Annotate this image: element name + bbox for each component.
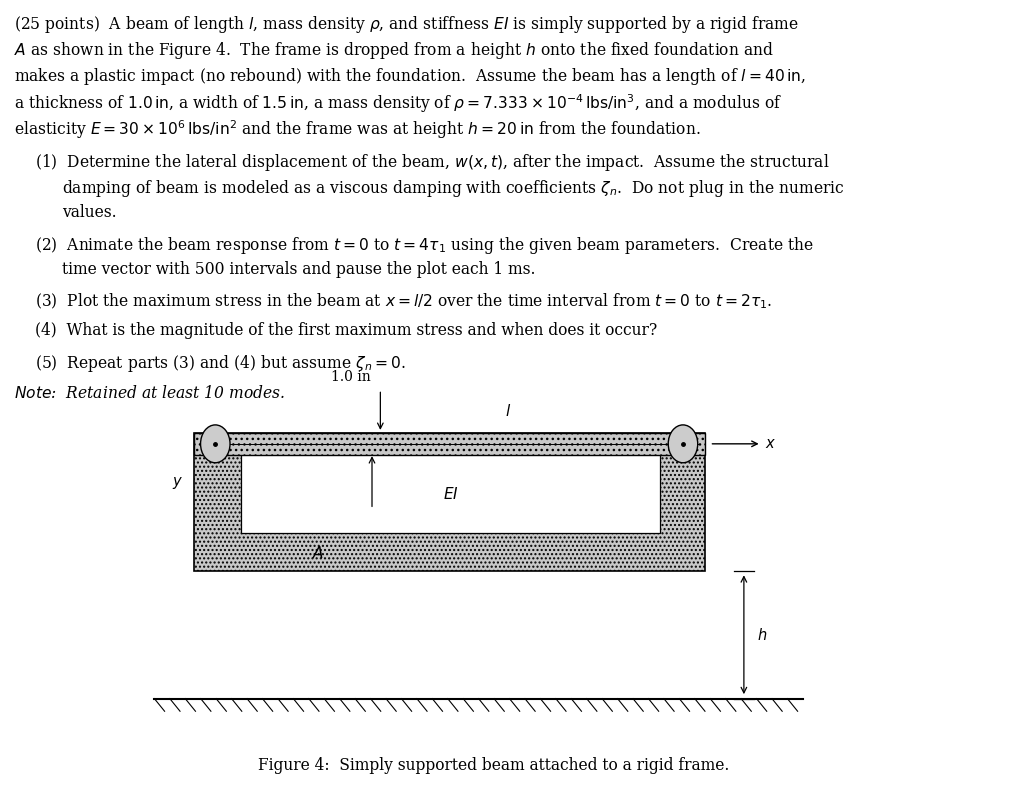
Text: (4)  What is the magnitude of the first maximum stress and when does it occur?: (4) What is the magnitude of the first m… <box>35 322 656 339</box>
Text: (1)  Determine the lateral displacement of the beam, $w(x,t)$, after the impact.: (1) Determine the lateral displacement o… <box>35 152 829 173</box>
Text: $EI$: $EI$ <box>442 486 459 502</box>
Text: $h$: $h$ <box>757 626 767 643</box>
Ellipse shape <box>201 425 230 463</box>
Polygon shape <box>241 433 660 533</box>
Text: damping of beam is modeled as a viscous damping with coefficients $\zeta_n$.  Do: damping of beam is modeled as a viscous … <box>62 178 845 199</box>
Text: values.: values. <box>62 204 117 221</box>
Text: (25 points)  A beam of length $l$, mass density $\rho$, and stiffness $EI$ is si: (25 points) A beam of length $l$, mass d… <box>14 14 799 35</box>
Text: 1.0 in: 1.0 in <box>331 370 371 384</box>
Text: (2)  Animate the beam response from $t = 0$ to $t = 4\tau_1$ using the given bea: (2) Animate the beam response from $t = … <box>35 235 813 256</box>
Polygon shape <box>194 433 705 455</box>
Text: $A$: $A$ <box>311 546 324 561</box>
Text: $x$: $x$ <box>765 437 775 451</box>
Text: $A$ as shown in the Figure 4.  The frame is dropped from a height $h$ onto the f: $A$ as shown in the Figure 4. The frame … <box>14 40 774 61</box>
Text: makes a plastic impact (no rebound) with the foundation.  Assume the beam has a : makes a plastic impact (no rebound) with… <box>14 66 806 87</box>
Text: $\mathit{Note}$:  Retained at least 10 modes.: $\mathit{Note}$: Retained at least 10 mo… <box>14 385 285 403</box>
Text: a thickness of $1.0\,\mathrm{in}$, a width of $1.5\,\mathrm{in}$, a mass density: a thickness of $1.0\,\mathrm{in}$, a wid… <box>14 92 782 115</box>
Ellipse shape <box>669 425 697 463</box>
Polygon shape <box>194 433 705 571</box>
Text: Figure 4:  Simply supported beam attached to a rigid frame.: Figure 4: Simply supported beam attached… <box>258 757 729 773</box>
Text: $y$: $y$ <box>172 475 183 491</box>
Text: (3)  Plot the maximum stress in the beam at $x = l/2$ over the time interval fro: (3) Plot the maximum stress in the beam … <box>35 292 772 311</box>
Text: elasticity $E = 30 \times 10^6\,\mathrm{lbs/in}^2$ and the frame was at height $: elasticity $E = 30 \times 10^6\,\mathrm{… <box>14 118 700 140</box>
Text: $l$: $l$ <box>505 403 511 419</box>
Text: time vector with 500 intervals and pause the plot each 1 ms.: time vector with 500 intervals and pause… <box>62 261 536 278</box>
Text: (5)  Repeat parts (3) and (4) but assume $\zeta_n = 0$.: (5) Repeat parts (3) and (4) but assume … <box>35 353 406 374</box>
